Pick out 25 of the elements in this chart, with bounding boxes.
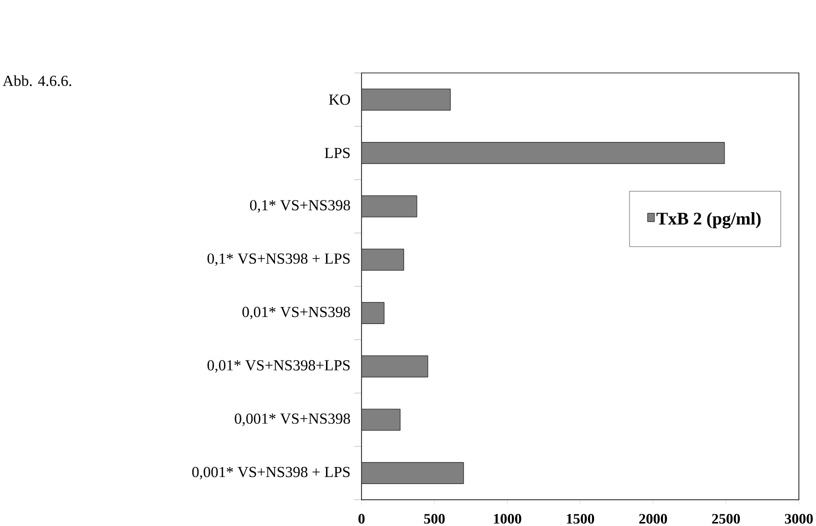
x-tick-label: 2000 (639, 514, 667, 524)
y-tick-label: LPS (324, 148, 350, 158)
bar (362, 195, 418, 218)
bar (362, 408, 400, 430)
y-tick-label: 0,001* VS+NS398 + LPS (192, 466, 350, 480)
x-tick-label: 1000 (494, 514, 522, 524)
y-tick-label: 0,001* VS+NS398 (234, 413, 350, 426)
bar (362, 248, 404, 270)
x-tick-label: 3000 (784, 514, 813, 524)
bar (362, 462, 464, 484)
x-tick-label: 2500 (712, 514, 740, 524)
bar (362, 88, 451, 110)
y-tick-label: 0,01* VS+NS398 (242, 306, 350, 320)
y-tick-label: 0,01* VS+NS398+LPS (208, 360, 350, 372)
x-tick-label: 1500 (566, 514, 594, 524)
y-tick-label: KO (329, 94, 350, 105)
y-tick-label: 0,1* VS+NS398 (250, 200, 350, 212)
bar (362, 302, 384, 324)
x-tick-label: 500 (424, 514, 445, 524)
bar (362, 142, 725, 164)
y-tick-label: 0,1* VS+NS398 + LPS (208, 253, 350, 266)
x-tick-label: 0 (358, 514, 365, 524)
bar (362, 355, 428, 378)
legend-label: TxB 2 (pg/ml) (656, 212, 761, 228)
caption: Abb. 4.6.6. (2, 75, 72, 86)
